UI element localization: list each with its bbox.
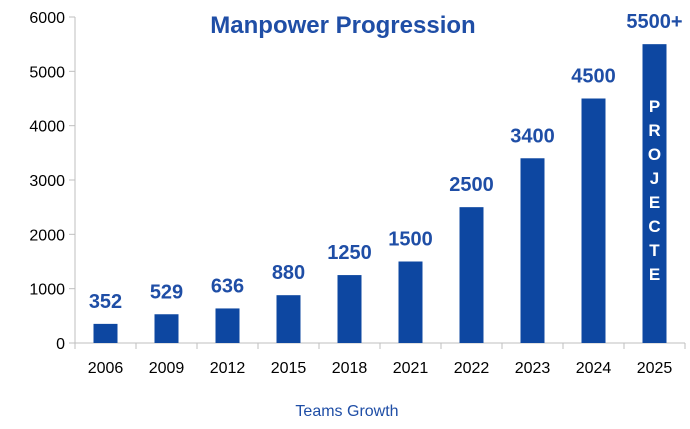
x-tick-label: 2021 bbox=[393, 360, 429, 377]
bar bbox=[520, 158, 545, 343]
data-label: 1500 bbox=[388, 229, 433, 251]
bar-annotation-letter: E bbox=[649, 265, 660, 284]
data-label: 1250 bbox=[327, 242, 372, 264]
y-tick-label: 3000 bbox=[29, 173, 65, 190]
bar-annotation-letter: E bbox=[649, 193, 660, 212]
data-label: 529 bbox=[150, 281, 183, 303]
bar bbox=[215, 308, 240, 343]
bar-annotation-letter: J bbox=[650, 169, 659, 188]
x-tick-label: 2012 bbox=[210, 360, 246, 377]
bars-group bbox=[93, 44, 667, 344]
x-tick-label: 2015 bbox=[271, 360, 307, 377]
y-tick-label: 5000 bbox=[29, 64, 65, 81]
data-label: 636 bbox=[211, 275, 244, 297]
data-label: 2500 bbox=[449, 174, 494, 196]
data-labels-group: 352 529 636 880 1250 1500 2500 3400 4500 5500+ bbox=[89, 11, 683, 313]
y-tick-label: 1000 bbox=[29, 282, 65, 299]
x-tick-label: 2023 bbox=[515, 360, 551, 377]
x-tick-label: 2024 bbox=[576, 360, 612, 377]
bar bbox=[93, 323, 118, 343]
data-label: 5500+ bbox=[626, 11, 682, 33]
bar bbox=[459, 207, 484, 343]
y-tick-label: 4000 bbox=[29, 119, 65, 136]
x-tick-label: 2022 bbox=[454, 360, 490, 377]
bar bbox=[337, 275, 362, 343]
y-tick-label: 0 bbox=[56, 336, 65, 353]
bar bbox=[154, 314, 179, 343]
y-tick-label: 6000 bbox=[29, 10, 65, 27]
data-label: 3400 bbox=[510, 125, 555, 147]
x-tick-label: 2006 bbox=[88, 360, 124, 377]
x-tick-label: 2009 bbox=[149, 360, 185, 377]
x-axis-title: Teams Growth bbox=[295, 403, 398, 420]
data-label: 4500 bbox=[571, 66, 616, 88]
x-tick-label: 2018 bbox=[332, 360, 368, 377]
data-label: 352 bbox=[89, 291, 122, 313]
bar-annotation-letter: P bbox=[649, 97, 660, 116]
bar bbox=[276, 295, 301, 343]
data-label: 880 bbox=[272, 262, 305, 284]
bar-annotation-letter: R bbox=[648, 121, 660, 140]
bar bbox=[581, 98, 606, 343]
y-tick-label: 2000 bbox=[29, 227, 65, 244]
x-tick-label: 2025 bbox=[637, 360, 673, 377]
bar-annotation-letter: T bbox=[649, 241, 660, 260]
bar bbox=[398, 261, 423, 343]
chart-title: Manpower Progression bbox=[210, 12, 475, 39]
y-axis: 0 1000 2000 3000 4000 5000 6000 bbox=[29, 10, 76, 353]
bar-annotation-letter: O bbox=[648, 145, 661, 164]
bar bbox=[642, 44, 667, 344]
bar-annotation-letter: C bbox=[648, 217, 660, 236]
x-axis: 2006 2009 2012 2015 2018 2021 2022 2023 2024 2025 bbox=[74, 342, 686, 377]
